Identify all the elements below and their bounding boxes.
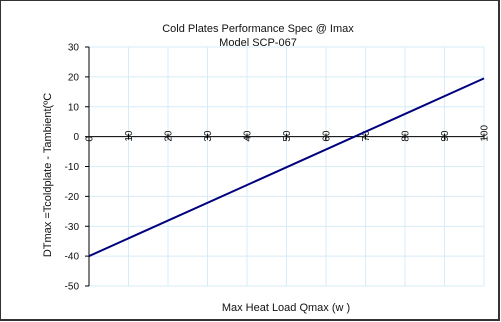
y-tick-label: 0 [73, 132, 79, 143]
series [88, 77, 485, 258]
x-tick-label: 90 [440, 130, 451, 142]
x-tick-label: 80 [401, 130, 412, 142]
chart-subtitle: Model SCP-067 [219, 37, 297, 49]
x-axis-label: Max Heat Load Qmax (w ) [222, 302, 350, 314]
y-tick-label: -40 [65, 252, 80, 263]
y-tick-labels: 30 20 10 0 -10 -20 -30 -40 -50 [65, 43, 80, 293]
x-tick-label: 50 [282, 130, 293, 142]
x-tick-label: 20 [164, 130, 175, 142]
y-tick-label: -30 [65, 222, 80, 233]
y-tick-label: -50 [65, 282, 80, 293]
y-tick-label: 30 [68, 43, 80, 54]
grid [88, 46, 485, 287]
x-tick-label: 10 [124, 130, 135, 142]
x-tick-label: 70 [361, 130, 372, 142]
axes [85, 46, 485, 287]
x-tick-label: 0 [85, 136, 96, 142]
y-tick-label: 20 [68, 72, 80, 83]
x-tick-labels: 0 10 20 30 40 50 60 70 80 90 100 [85, 125, 491, 142]
x-tick-label: 100 [480, 125, 491, 142]
x-tick-label: 40 [243, 130, 254, 142]
chart-title: Cold Plates Performance Spec @ Imax [162, 23, 354, 35]
y-tick-label: -20 [65, 192, 80, 203]
y-tick-label: 10 [68, 102, 80, 113]
x-tick-label: 30 [203, 130, 214, 142]
series-line [88, 77, 485, 258]
y-tick-label: -10 [65, 162, 80, 173]
x-tick-label: 60 [322, 130, 333, 142]
y-axis-label: DTmax =Tcoldplate - Tambient(ºC [42, 93, 54, 257]
